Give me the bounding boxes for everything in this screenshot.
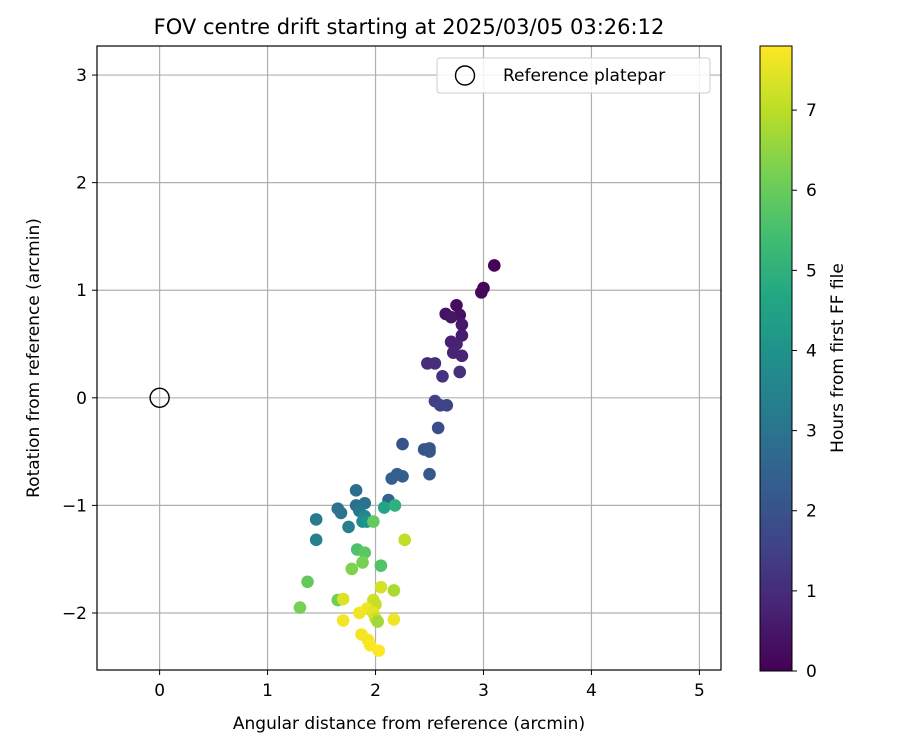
data-point: [431, 421, 445, 435]
colorbar-tick-label: 4: [806, 341, 817, 361]
data-point: [309, 513, 323, 526]
x-tick-label: 3: [478, 681, 489, 701]
data-point: [358, 546, 372, 560]
plot-area: 0 1 2 3 4 5 −2 −1 0 1 2 3: [62, 45, 722, 701]
legend-label: Reference platepar: [503, 66, 665, 86]
x-tick-label: 2: [370, 681, 381, 701]
data-point: [398, 533, 411, 547]
chart-title: FOV centre drift starting at 2025/03/05 …: [154, 15, 665, 39]
x-tick-label: 1: [262, 681, 273, 701]
data-point: [372, 644, 386, 657]
y-tick-label: −2: [62, 604, 87, 624]
legend-marker: [454, 65, 476, 86]
data-point: [349, 484, 363, 497]
data-point: [371, 615, 384, 628]
y-tick-label: 1: [76, 281, 87, 301]
x-axis-label: Angular distance from reference (arcmin): [233, 714, 585, 734]
data-point: [293, 601, 307, 614]
data-point: [387, 584, 401, 597]
data-point: [450, 298, 463, 312]
data-point: [455, 349, 469, 363]
data-point: [334, 506, 348, 520]
data-point: [396, 470, 409, 483]
data-point: [309, 533, 323, 547]
data-point: [428, 357, 442, 370]
data-point: [423, 445, 436, 458]
data-point: [455, 318, 469, 331]
x-tick-label: 5: [694, 681, 705, 701]
colorbar-tick-label: 2: [806, 502, 817, 522]
x-tick-label: 0: [154, 681, 165, 701]
colorbar-tick-label: 7: [806, 101, 817, 121]
data-point: [377, 501, 391, 514]
x-tick-label: 4: [586, 681, 597, 701]
data-point: [444, 310, 458, 324]
data-point: [367, 515, 380, 528]
data-point: [396, 437, 409, 451]
colorbar: 0 1 2 3 4 5 6 7: [759, 45, 817, 682]
y-tick-label: 3: [76, 66, 87, 86]
data-point: [453, 365, 467, 379]
data-point: [440, 399, 454, 412]
data-point: [353, 606, 366, 620]
data-point: [301, 575, 314, 589]
data-point: [436, 369, 449, 383]
colorbar-label: Hours from first FF file: [828, 263, 848, 453]
colorbar-tick-label: 0: [806, 662, 817, 682]
data-point: [387, 613, 401, 626]
legend: Reference platepar: [436, 57, 711, 94]
axes-frame: [96, 45, 722, 671]
data-point: [374, 580, 388, 594]
y-axis-label: Rotation from reference (arcmin): [24, 218, 44, 498]
colorbar-tick-label: 3: [806, 422, 817, 442]
y-tick-label: 0: [76, 389, 87, 409]
colorbar-scale: [759, 45, 793, 672]
data-point: [336, 592, 350, 606]
data-point: [342, 520, 355, 534]
colorbar-tick-label: 1: [806, 582, 817, 602]
data-point: [385, 472, 399, 485]
colorbar-tick-label: 6: [806, 181, 817, 201]
data-point: [388, 499, 402, 512]
y-tick-label: −1: [62, 496, 87, 516]
data-point: [336, 614, 350, 627]
data-point: [374, 559, 388, 572]
data-point: [345, 562, 359, 576]
colorbar-tick-label: 5: [806, 261, 817, 281]
data-point: [475, 286, 488, 299]
data-point: [356, 556, 369, 569]
legend-box: [436, 57, 711, 94]
reference-marker: [149, 387, 170, 409]
data-point: [423, 467, 436, 481]
y-tick-label: 2: [76, 174, 87, 194]
data-point: [487, 259, 501, 272]
